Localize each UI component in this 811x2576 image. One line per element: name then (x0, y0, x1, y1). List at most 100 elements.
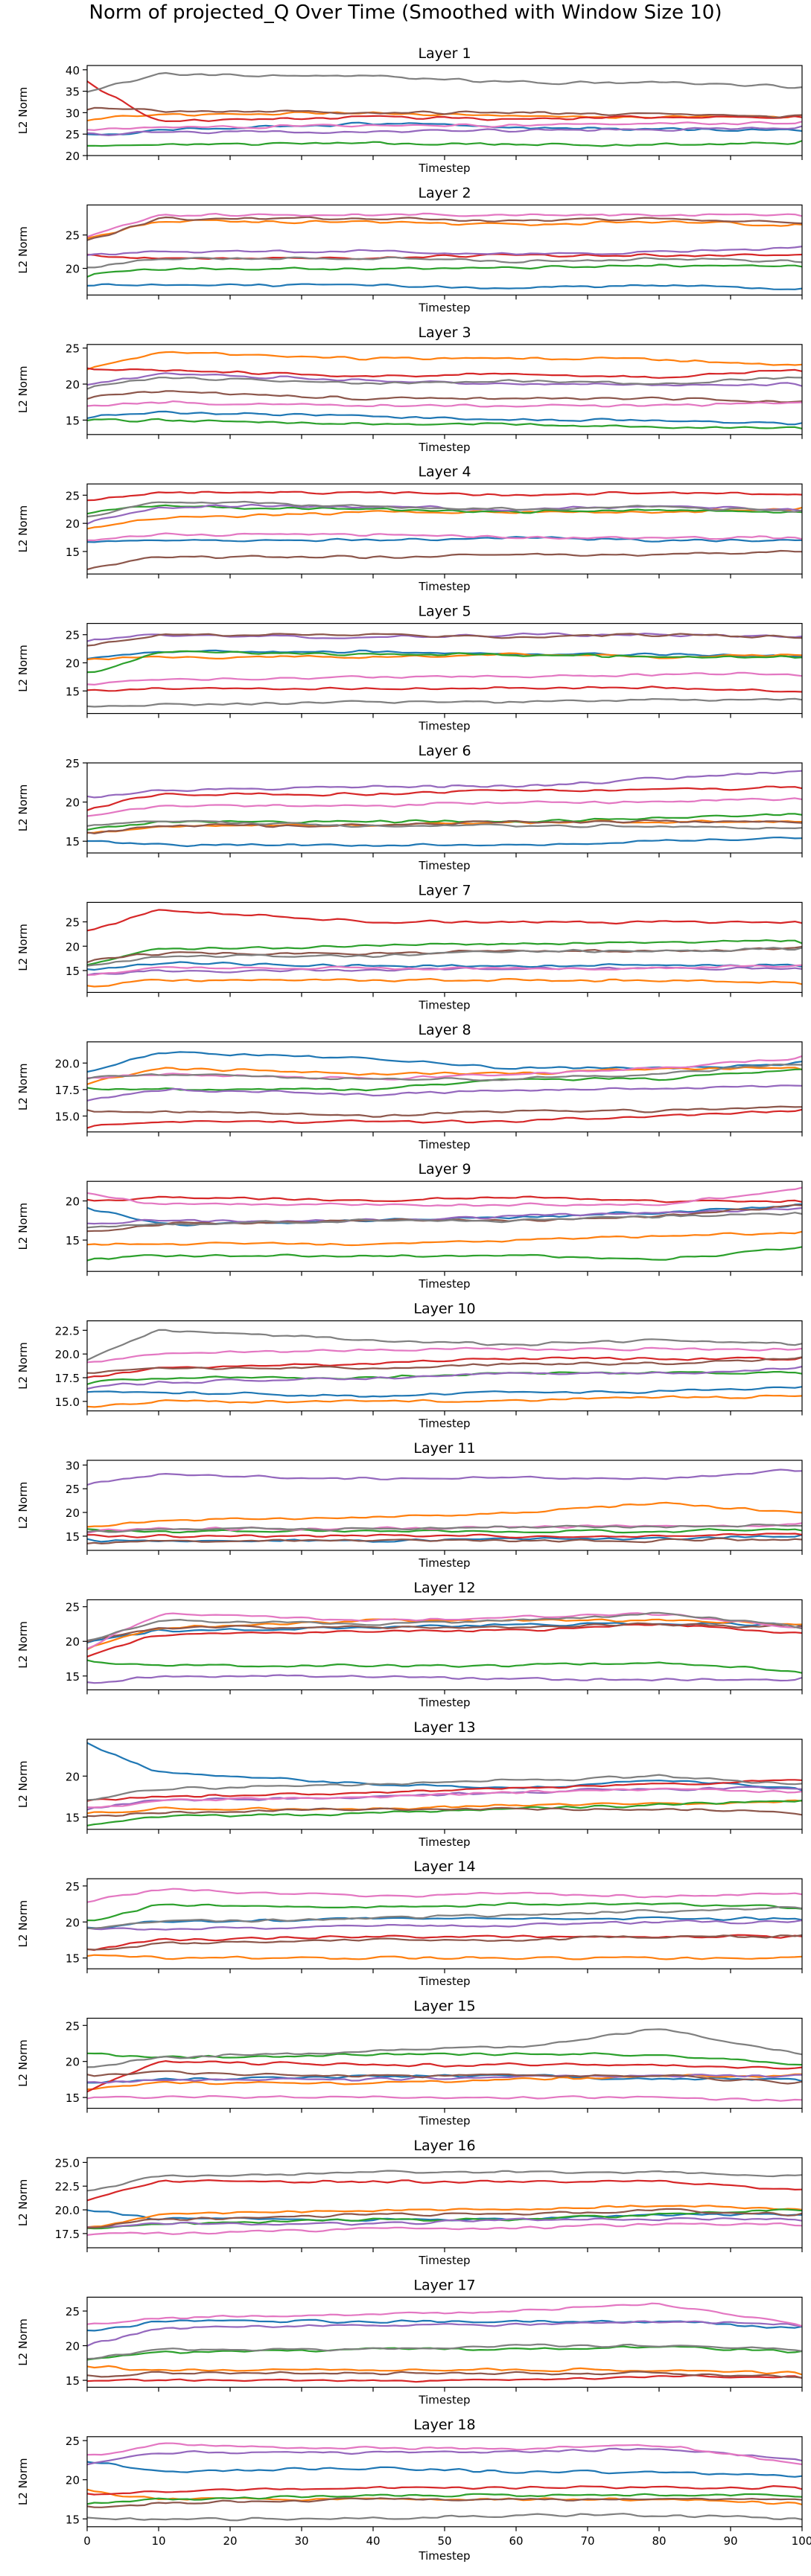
y-tick-label: 20 (66, 1635, 80, 1649)
series-line-3 (86, 1902, 803, 1922)
series-line-3 (86, 418, 803, 429)
series-line-3 (86, 1068, 803, 1092)
series-line-5 (86, 2320, 803, 2347)
series-line-4 (86, 490, 803, 502)
y-tick-label: 15 (66, 965, 80, 978)
x-axis-label: Timestep (418, 1138, 470, 1151)
series-line-8 (86, 2170, 803, 2192)
y-tick-label: 25 (66, 342, 80, 356)
series-line-8 (86, 1212, 803, 1229)
subplot-title: Layer 9 (418, 1161, 471, 1177)
y-tick-label: 20 (66, 378, 80, 391)
plot-frame (86, 1878, 803, 1969)
x-axis-label: Timestep (418, 1975, 470, 1988)
series-line-6 (86, 1622, 803, 1643)
subplot-title: Layer 1 (418, 45, 471, 62)
series-line-8 (86, 1611, 803, 1642)
series-line-6 (86, 2208, 803, 2229)
y-tick-label: 15 (66, 2091, 80, 2105)
series-line-2 (86, 1394, 803, 1408)
series-line-3 (86, 1799, 803, 1826)
series-line-6 (86, 2070, 803, 2085)
y-tick-label: 20 (66, 940, 80, 953)
series-line-6 (86, 1105, 803, 1118)
series-line-7 (86, 2095, 803, 2102)
y-tick-label: 17.5 (55, 1372, 80, 1385)
figure-title: Norm of projected_Q Over Time (Smoothed … (89, 1, 722, 24)
series-line-4 (86, 1779, 803, 1802)
y-tick-label: 25 (66, 629, 80, 642)
subplot-title: Layer 5 (418, 604, 471, 620)
series-line-1 (87, 2074, 803, 2084)
series-line-1 (86, 283, 803, 290)
series-line-4 (86, 253, 803, 261)
series-line-8 (86, 71, 803, 93)
series-line-6 (86, 216, 803, 241)
y-tick-label: 15 (66, 2374, 80, 2388)
series-line-6 (86, 1934, 803, 1951)
x-tick-label: 10 (151, 2534, 165, 2548)
series-line-5 (86, 125, 803, 136)
series-line-2 (86, 1066, 803, 1085)
subplot-layer-4: Layer 4 15 20 25 Timestep L2 Norm (16, 464, 803, 593)
series-line-5 (86, 2217, 803, 2228)
series-line-4 (86, 1623, 803, 1658)
series-line-2 (86, 978, 803, 988)
series-line-1 (86, 649, 803, 660)
y-tick-label: 35 (66, 86, 80, 99)
y-tick-label: 22.5 (55, 1324, 80, 1337)
series-line-7 (86, 1346, 803, 1364)
series-line-6 (86, 1806, 803, 1818)
subplot-title: Layer 13 (413, 1719, 475, 1736)
series-line-3 (86, 2345, 803, 2361)
series-line-3 (86, 140, 803, 147)
y-tick-label: 15 (66, 1952, 80, 1966)
subplot-title: Layer 11 (413, 1440, 475, 1457)
y-tick-label: 25 (66, 128, 80, 141)
series-line-8 (86, 819, 803, 830)
series-line-5 (86, 1084, 803, 1102)
y-tick-label: 15 (66, 414, 80, 427)
series-line-8 (86, 2028, 803, 2068)
subplot-layer-14: Layer 14 15 20 25 Timestep L2 Norm (16, 1859, 803, 1988)
y-tick-label: 15 (66, 685, 80, 698)
y-tick-label: 17.5 (55, 1084, 80, 1097)
subplot-layer-8: Layer 8 15.0 17.5 20.0 Timestep L2 Norm (16, 1022, 803, 1151)
y-axis-label: L2 Norm (16, 87, 30, 135)
x-axis-label: Timestep (418, 2254, 470, 2267)
y-tick-label: 15 (66, 546, 80, 559)
subplot-layer-6: Layer 6 15 20 25 Timestep L2 Norm (16, 743, 803, 872)
y-tick-label: 20 (66, 2474, 80, 2487)
y-tick-label: 25 (66, 757, 80, 770)
y-axis-label: L2 Norm (16, 645, 30, 692)
x-axis-label: Timestep (418, 441, 470, 454)
subplot-layer-18: Layer 18 15 20 25 0 10 20 30 40 50 60 70 80 90 100 Time… (16, 2417, 811, 2563)
subplot-layer-1: Layer 1 20 25 30 35 40 Timestep L2 Norm (16, 45, 803, 175)
y-axis-label: L2 Norm (16, 784, 30, 832)
plot-frame (86, 483, 803, 575)
series-line-2 (86, 1501, 803, 1528)
series-line-2 (86, 351, 803, 371)
series-line-4 (86, 2485, 803, 2496)
series-line-8 (86, 2513, 803, 2522)
x-axis-label: Timestep (418, 1696, 470, 1709)
series-line-5 (86, 1674, 803, 1684)
series-line-6 (86, 2497, 803, 2508)
y-tick-label: 25 (66, 2435, 80, 2448)
y-axis-label: L2 Norm (16, 2039, 30, 2087)
subplot-title: Layer 8 (418, 1022, 471, 1038)
x-axis-label: Timestep (418, 859, 470, 872)
series-line-4 (86, 1195, 803, 1204)
x-axis-label: Timestep (418, 301, 470, 314)
x-axis-label: Timestep (418, 1556, 470, 1570)
y-tick-label: 25 (66, 1880, 80, 1893)
series-line-3 (86, 1246, 803, 1262)
subplot-title: Layer 18 (413, 2417, 475, 2433)
x-tick-label: 30 (294, 2534, 308, 2548)
y-axis-label: L2 Norm (16, 1342, 30, 1390)
y-axis-label: L2 Norm (16, 1203, 30, 1250)
x-tick-label: 20 (223, 2534, 237, 2548)
subplot-title: Layer 2 (418, 185, 471, 201)
series-line-4 (86, 2179, 803, 2202)
y-tick-label: 20 (66, 796, 80, 810)
